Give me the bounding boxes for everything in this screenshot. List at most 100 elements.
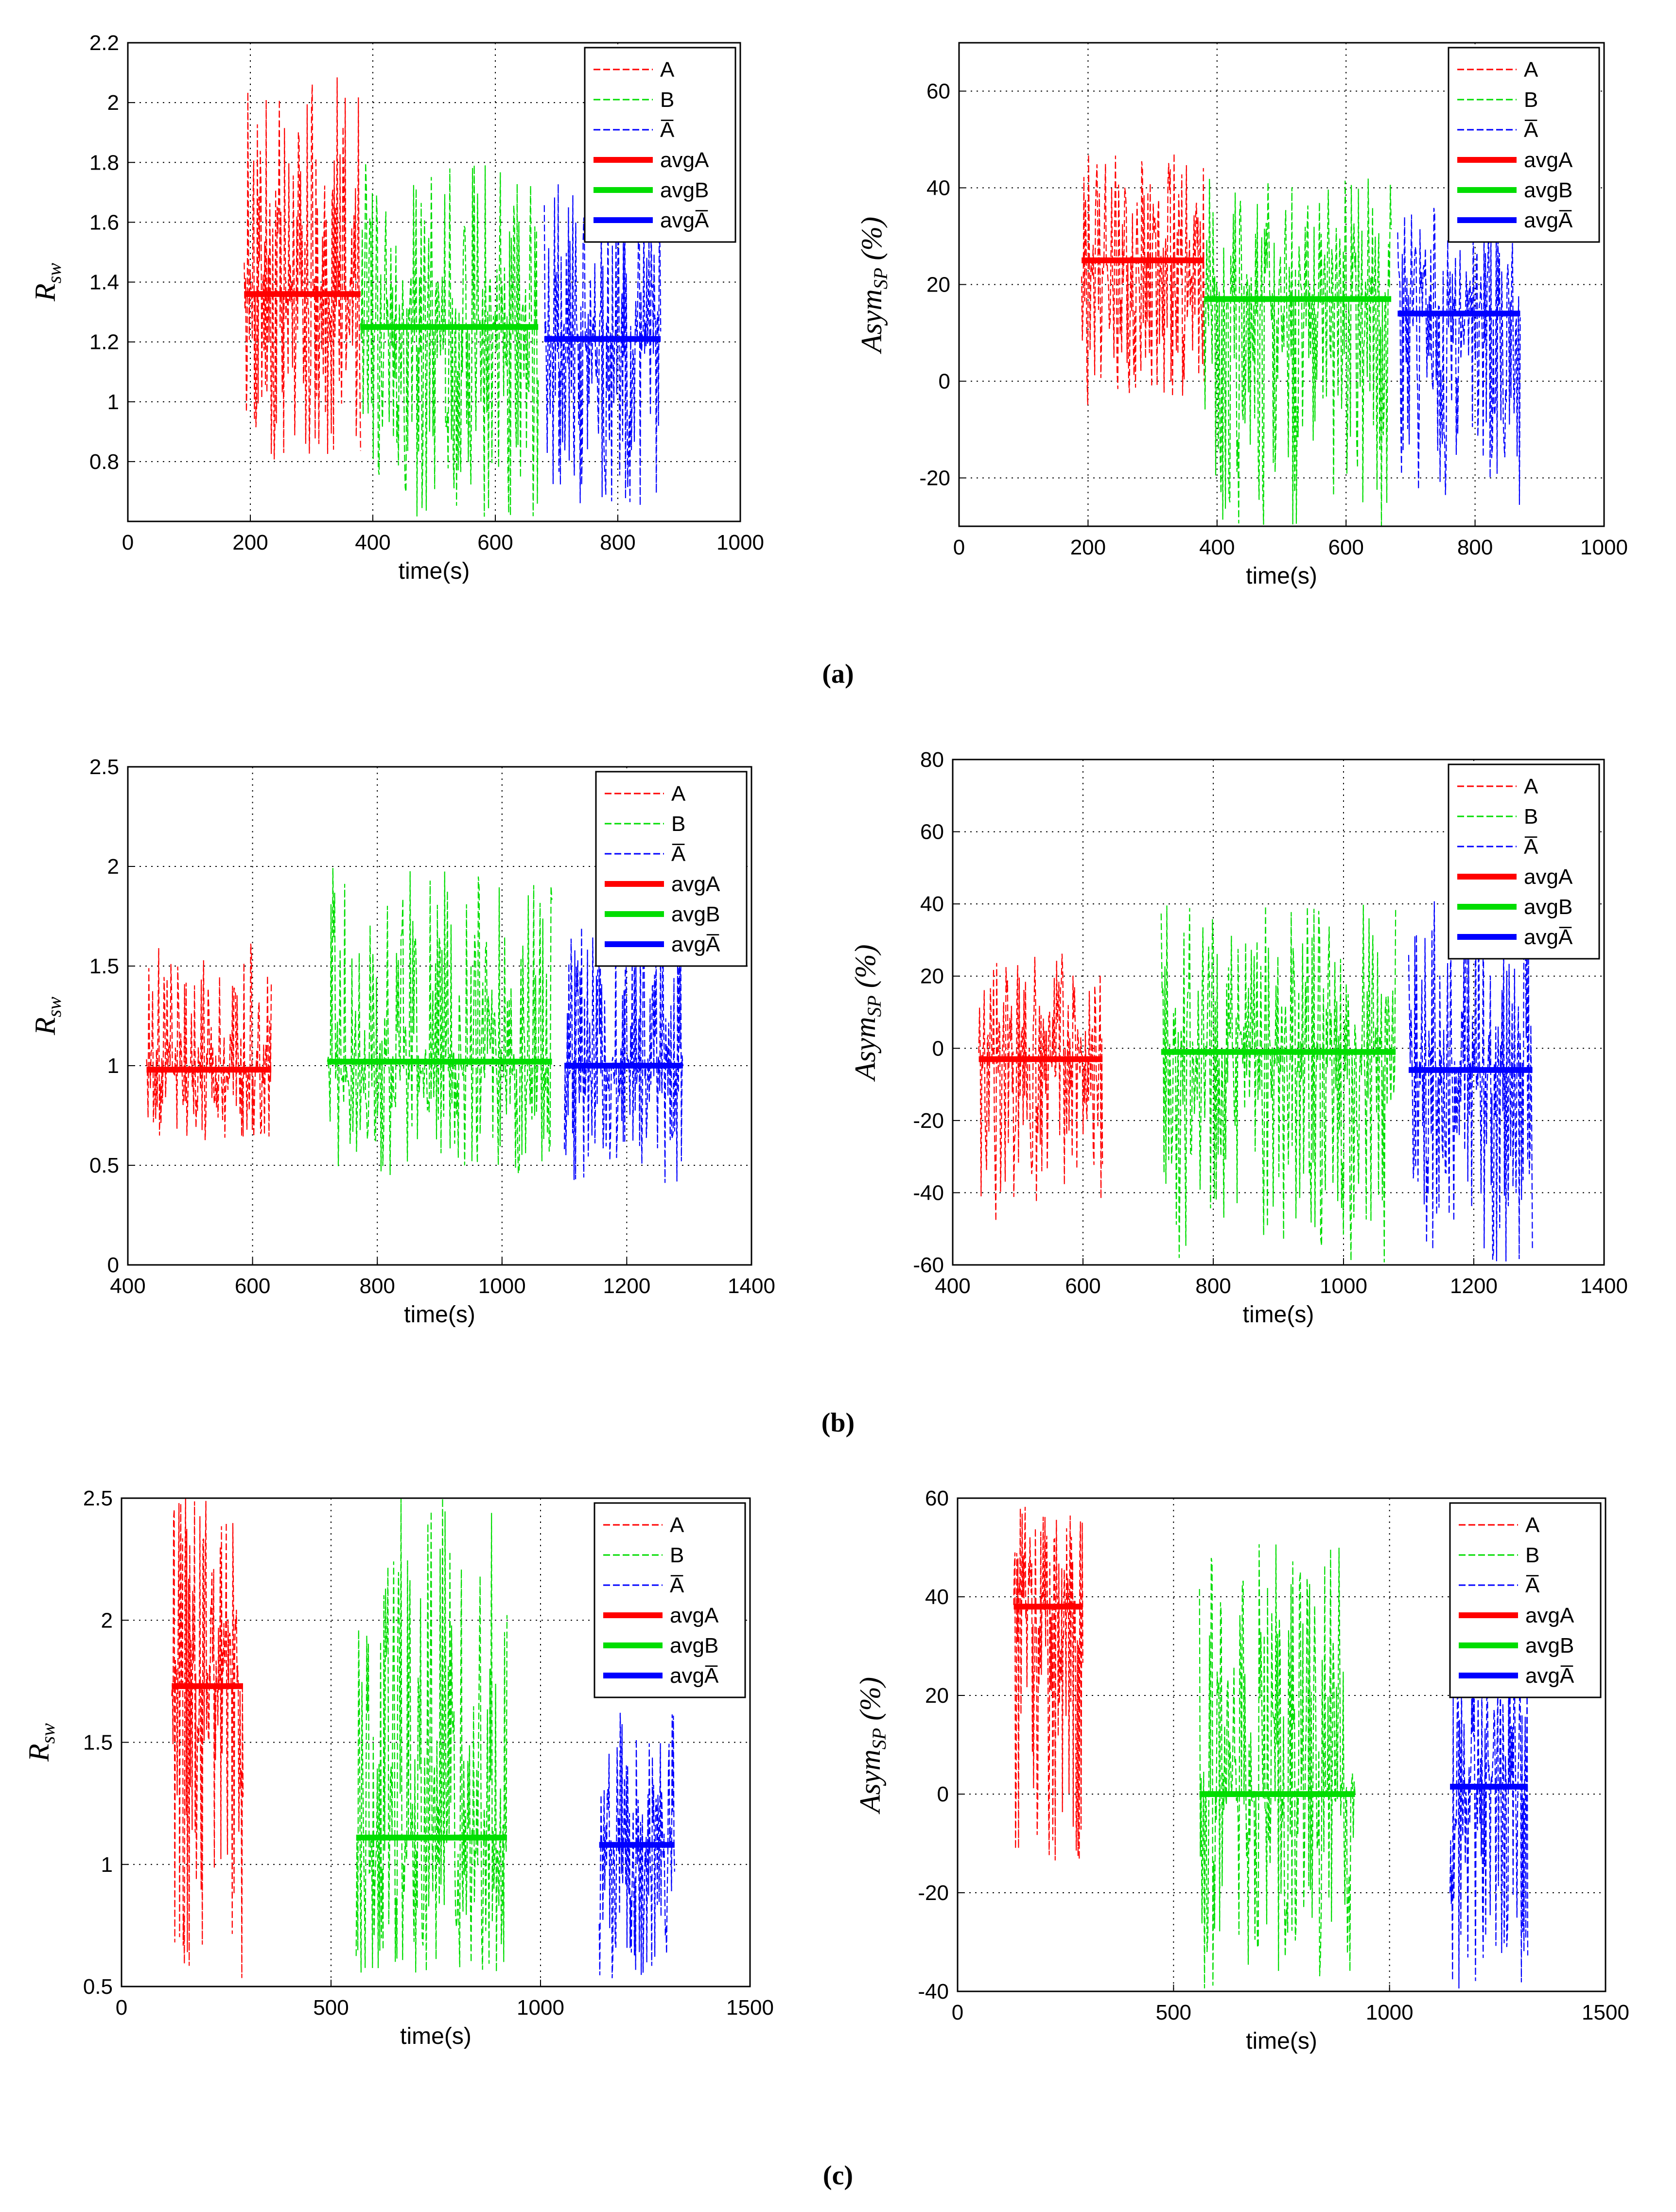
legend-box [595,771,748,967]
y-tick-label: 0 [932,1037,944,1060]
y-axis-label: AsymSP (%) [855,217,891,354]
y-tick-label: 1.5 [83,1731,113,1755]
y-tick-label: -20 [919,467,950,490]
x-tick-label: 400 [935,1274,970,1298]
y-tick-label: 20 [920,965,944,988]
y-tick-label: 0.8 [89,450,119,474]
y-label-sub: SP [863,995,885,1017]
y-axis-label: AsymSP (%) [849,944,885,1082]
x-tick-label: 1500 [1582,2001,1629,2024]
y-tick-label: 1.4 [89,271,119,294]
x-tick-label: 1000 [716,531,764,554]
legend-label: avgA [671,872,720,896]
y-label-sub: SP [870,268,891,289]
y-tick-label: 20 [926,273,950,297]
legend-label: A [1525,1513,1540,1537]
x-tick-label: 0 [122,531,134,554]
series-A-trace [244,77,361,460]
x-tick-label: 500 [313,1996,349,2020]
y-tick-label: 0.5 [89,1154,119,1177]
x-tick-label: 400 [1199,536,1235,559]
series-B-trace [355,1498,508,1973]
legend-label: A [671,782,686,806]
series-A-trace [978,953,1103,1221]
y-label-suffix: (%) [849,944,881,995]
series-A-trace [146,943,272,1141]
series-A_bar-trace [1449,1662,1529,1989]
series-layer [244,77,662,517]
y-tick-label: 1 [101,1853,113,1877]
x-tick-label: 600 [1065,1274,1100,1298]
y-tick-label: 0 [107,1253,119,1277]
x-axis-label: time(s) [400,2023,471,2049]
chart-2: 400 600 800 1000 1200 1400 0 0.5 1 1.5 2 2.5 time(s)… [29,755,775,1328]
y-label-main: Asym [849,1017,881,1082]
y-label-sub: sw [43,997,65,1018]
series-B-trace [327,868,553,1175]
legend-label: avgB [1525,1634,1574,1658]
y-tick-label: 2.5 [89,755,119,779]
series-B-trace [1199,1544,1356,1988]
y-label-main: Asym [854,1749,886,1815]
legend-box [584,47,736,243]
x-axis-label: time(s) [1243,1302,1314,1328]
legend-label: A [670,1513,684,1537]
legend-label: avgB [660,178,709,202]
legend-label: avgA̅ [1524,925,1573,949]
y-tick-label: 1.5 [89,954,119,978]
x-tick-label: 600 [235,1274,270,1298]
legend-label: avgA [1524,865,1573,889]
legend-label: A̅ [1525,1573,1540,1597]
y-tick-label: 2.5 [83,1486,113,1510]
y-label-sub: SP [868,1728,890,1749]
x-tick-label: 200 [232,531,268,554]
y-tick-label: 40 [926,176,950,200]
y-tick-label: 40 [925,1585,949,1609]
y-label-suffix: (%) [855,217,888,268]
y-tick-label: -40 [918,1980,949,2004]
chart-1: 0 200 400 600 800 1000 -20 0 20 40 60 time(s) AsymSP… [855,42,1628,589]
legend-box [1449,1502,1602,1698]
legend-label: B [671,812,685,836]
y-tick-label: 2 [101,1608,113,1632]
series-A-trace [1013,1506,1083,1861]
y-tick-label: 60 [920,820,944,844]
legend-label: A̅ [1524,118,1538,142]
chart-4: 0 500 1000 1500 0.5 1 1.5 2 2.5 time(s) Rsw AB A̅ avg… [23,1486,774,2049]
legend-box [594,1502,746,1698]
legend-label: avgA̅ [1524,208,1573,232]
legend-label: A [1524,58,1538,82]
legend-label: A [1524,775,1538,798]
legend-label: B [1524,88,1538,112]
legend-label: A̅ [671,842,686,866]
series-A_bar-trace [1397,207,1521,505]
series-layer [146,868,683,1183]
x-tick-label: 200 [1070,536,1106,559]
legend-label: avgB [671,902,720,926]
y-label-suffix: (%) [854,1677,886,1728]
legend-label: A [660,58,675,82]
y-tick-label: 40 [920,892,944,916]
series-A_bar-trace [1408,891,1533,1262]
y-axis-label: AsymSP (%) [854,1677,890,1815]
y-tick-label: 1.8 [89,151,119,174]
y-tick-label: 2 [107,855,119,879]
y-label-sub: sw [43,263,65,284]
x-tick-label: 800 [600,531,635,554]
x-tick-label: 1400 [1580,1274,1628,1298]
legend-label: avgA [1524,148,1573,172]
legend-label: avgA̅ [1525,1664,1574,1688]
y-tick-label: 2 [107,91,119,115]
legend-label: A̅ [660,118,675,142]
y-tick-label: 80 [920,748,944,772]
x-tick-label: 500 [1156,2001,1191,2024]
x-axis-label: time(s) [404,1302,475,1328]
series-B-trace [1160,904,1397,1262]
y-tick-label: 20 [925,1684,949,1708]
y-tick-label: 1 [107,1054,119,1078]
legend-label: A̅ [670,1573,684,1597]
legend-label: B [1524,805,1538,829]
y-axis-label: Rsw [29,263,65,302]
x-tick-label: 1000 [1366,2001,1414,2024]
series-A_bar-trace [598,1712,675,1978]
